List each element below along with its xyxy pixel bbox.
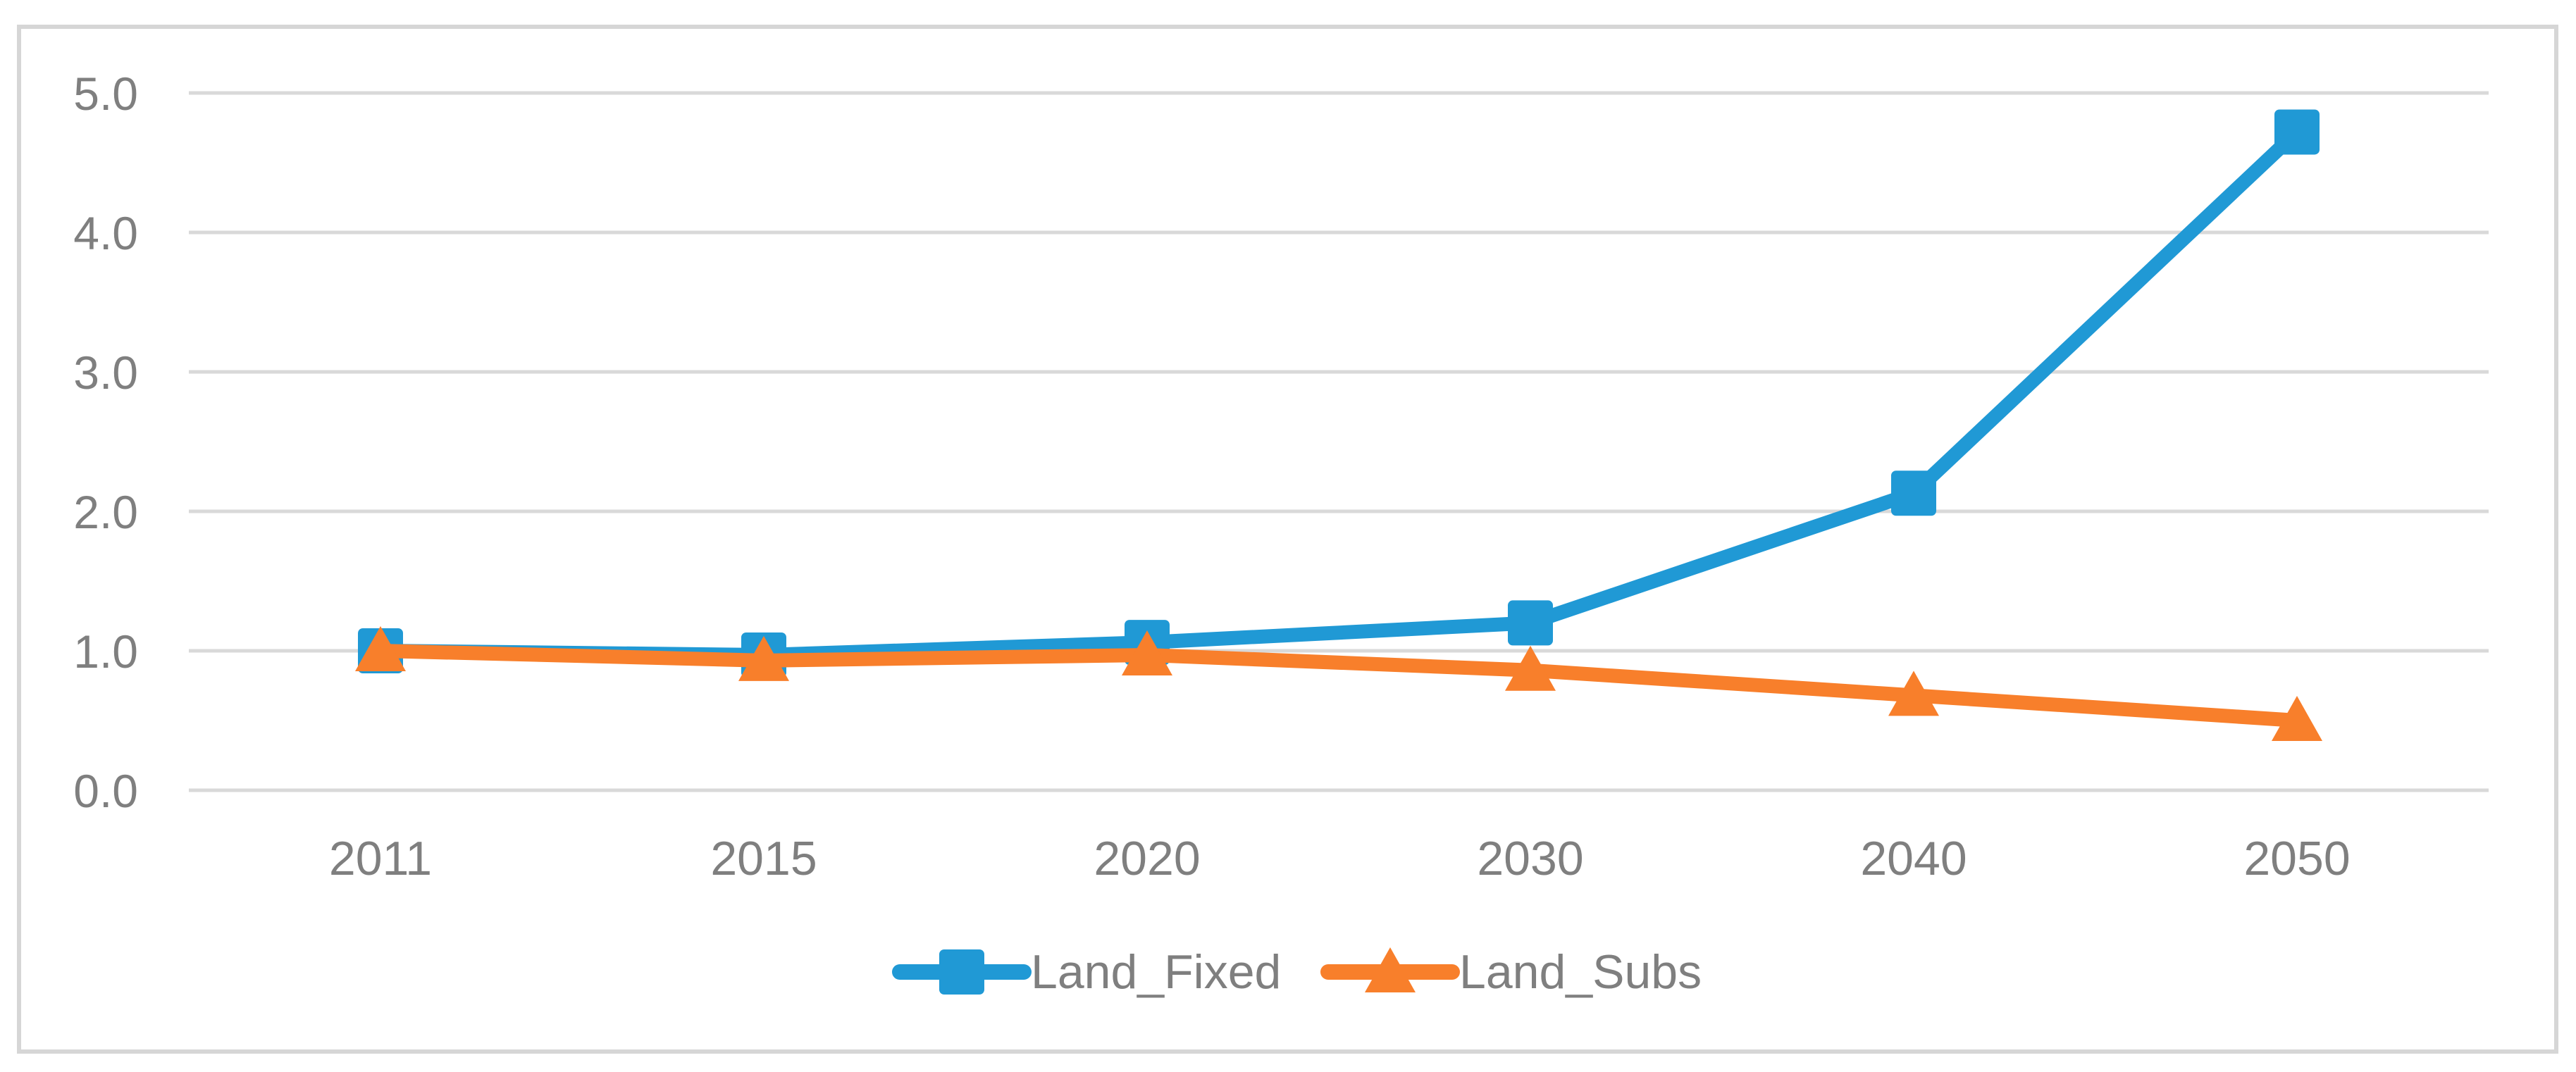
series-land_subs-triangle-marker (2272, 696, 2322, 741)
y-tick-label: 1.0 (73, 625, 138, 678)
series-land_subs-triangle-marker (738, 635, 789, 681)
x-tick-label: 2011 (329, 832, 432, 885)
x-tick-label: 2050 (2243, 832, 2350, 885)
chart-border (17, 25, 2558, 1054)
y-tick-label: 3.0 (73, 347, 138, 399)
legend: Land_Fixed Land_Subs (892, 945, 1702, 999)
x-tick-label: 2030 (1477, 832, 1583, 885)
series-land_subs (355, 626, 2322, 741)
legend-square-marker (939, 949, 984, 995)
series-plot-area (355, 109, 2322, 741)
series-land_fixed-square-marker (2274, 109, 2320, 155)
y-axis-labels: 0.0 1.0 2.0 3.0 4.0 5.0 (73, 68, 138, 817)
series-land_fixed-square-marker (1508, 600, 1553, 646)
series-land_subs-triangle-marker (1122, 630, 1172, 675)
series-land_subs-triangle-marker (355, 626, 406, 671)
x-tick-label: 2015 (710, 832, 817, 885)
y-tick-label: 0.0 (73, 765, 138, 817)
series-land_subs-triangle-marker (1888, 671, 1939, 716)
series-land_subs-triangle-marker (1505, 645, 1556, 691)
legend-item-land_fixed: Land_Fixed (892, 945, 1281, 999)
x-tick-label: 2040 (1860, 832, 1967, 885)
x-axis-labels: 2011 2015 2020 2030 2040 2050 (329, 832, 2351, 885)
y-tick-label: 2.0 (73, 486, 138, 538)
series-land_subs-line (373, 644, 2304, 728)
legend-label: Land_Fixed (1031, 945, 1281, 999)
x-tick-label: 2020 (1094, 832, 1200, 885)
y-tick-label: 4.0 (73, 207, 138, 259)
series-land_fixed-square-marker (1891, 470, 1936, 516)
legend-triangle-marker (1365, 947, 1416, 992)
legend-label: Land_Subs (1459, 945, 1702, 999)
legend-item-land_subs: Land_Subs (1320, 945, 1702, 999)
y-tick-label: 5.0 (73, 68, 138, 120)
